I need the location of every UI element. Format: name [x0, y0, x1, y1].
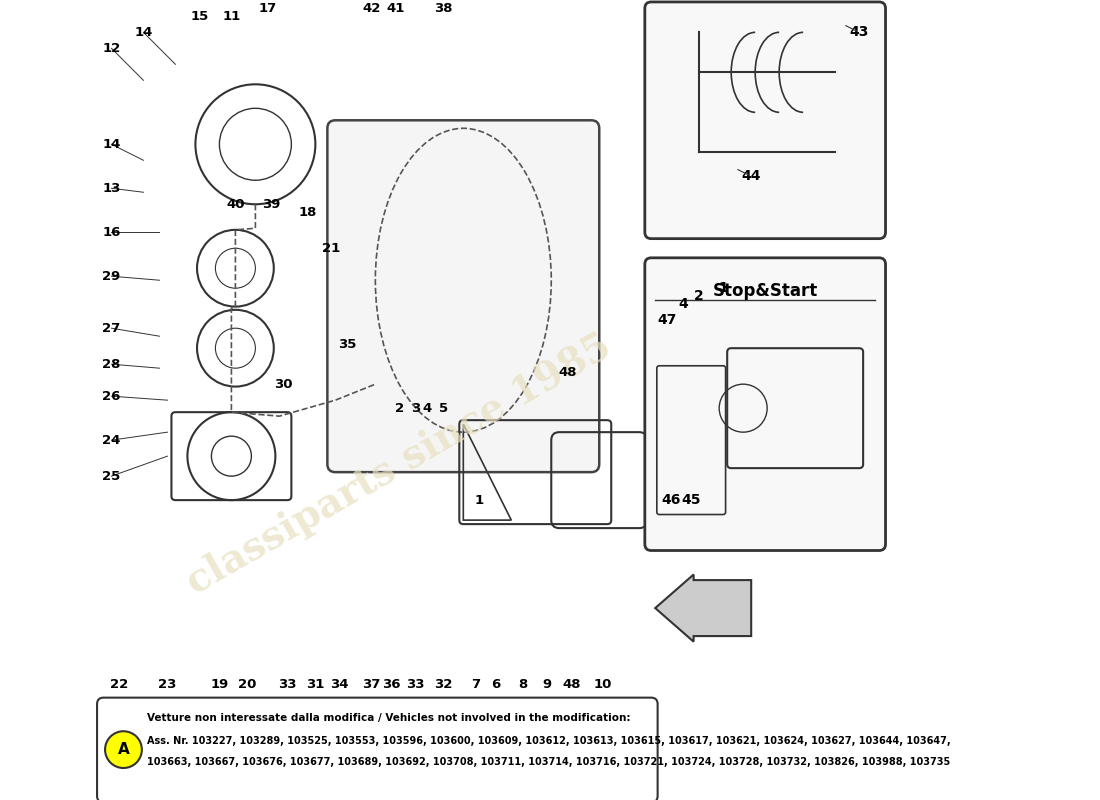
FancyBboxPatch shape	[97, 698, 658, 800]
Text: 33: 33	[406, 678, 425, 690]
Text: 31: 31	[306, 678, 324, 690]
FancyBboxPatch shape	[645, 258, 886, 550]
Text: 42: 42	[362, 2, 381, 15]
Text: 25: 25	[102, 470, 121, 482]
Text: Vetture non interessate dalla modifica / Vehicles not involved in the modificati: Vetture non interessate dalla modifica /…	[147, 714, 631, 723]
Text: 2: 2	[694, 290, 704, 303]
Text: 23: 23	[158, 678, 177, 690]
Text: 34: 34	[330, 678, 349, 690]
Text: 26: 26	[102, 390, 121, 402]
Text: 11: 11	[222, 10, 241, 23]
Text: 4: 4	[422, 402, 432, 414]
Text: 2: 2	[395, 402, 404, 414]
Text: 48: 48	[558, 366, 576, 378]
Text: 40: 40	[227, 198, 244, 210]
Text: 103663, 103667, 103676, 103677, 103689, 103692, 103708, 103711, 103714, 103716, : 103663, 103667, 103676, 103677, 103689, …	[147, 757, 950, 766]
Text: 13: 13	[102, 182, 121, 194]
Text: 21: 21	[322, 242, 341, 254]
Text: 6: 6	[491, 678, 499, 690]
FancyBboxPatch shape	[645, 2, 886, 238]
Text: 18: 18	[298, 206, 317, 218]
Text: Stop&Start: Stop&Start	[713, 282, 817, 300]
Text: 38: 38	[434, 2, 452, 15]
Text: 24: 24	[102, 434, 121, 446]
Text: 29: 29	[102, 270, 121, 282]
Text: 3: 3	[410, 402, 420, 414]
Text: 44: 44	[741, 170, 761, 183]
Text: 4: 4	[679, 298, 689, 311]
Text: 37: 37	[362, 678, 381, 690]
Text: 32: 32	[434, 678, 452, 690]
Text: 1: 1	[718, 282, 728, 295]
Text: 19: 19	[210, 678, 229, 690]
Text: 33: 33	[278, 678, 297, 690]
Text: 14: 14	[134, 26, 153, 39]
Text: 1: 1	[475, 494, 484, 506]
Text: 9: 9	[542, 678, 552, 690]
FancyBboxPatch shape	[328, 120, 600, 472]
Text: 17: 17	[258, 2, 276, 15]
Text: 5: 5	[439, 402, 448, 414]
Text: classiparts since 1985: classiparts since 1985	[180, 326, 618, 602]
Text: Ass. Nr. 103227, 103289, 103525, 103553, 103596, 103600, 103609, 103612, 103613,: Ass. Nr. 103227, 103289, 103525, 103553,…	[147, 736, 952, 746]
Text: 28: 28	[102, 358, 121, 370]
Text: 46: 46	[661, 493, 681, 507]
Text: 47: 47	[658, 314, 676, 327]
Text: 45: 45	[682, 493, 701, 507]
Text: 15: 15	[190, 10, 209, 23]
Text: 7: 7	[471, 678, 480, 690]
Text: 41: 41	[386, 2, 405, 15]
Text: 16: 16	[102, 226, 121, 238]
Text: 22: 22	[110, 678, 129, 690]
Text: 36: 36	[382, 678, 400, 690]
Text: 30: 30	[274, 378, 293, 390]
Text: 43: 43	[849, 26, 869, 39]
Text: 8: 8	[519, 678, 528, 690]
Text: A: A	[118, 742, 130, 757]
FancyArrow shape	[656, 574, 751, 642]
Circle shape	[106, 731, 142, 768]
Text: 10: 10	[594, 678, 613, 690]
Text: 35: 35	[338, 338, 356, 350]
Text: 14: 14	[102, 138, 121, 150]
Text: 48: 48	[562, 678, 581, 690]
Text: 39: 39	[262, 198, 280, 210]
Text: 12: 12	[102, 42, 121, 55]
Text: 27: 27	[102, 322, 121, 334]
Text: 20: 20	[239, 678, 256, 690]
